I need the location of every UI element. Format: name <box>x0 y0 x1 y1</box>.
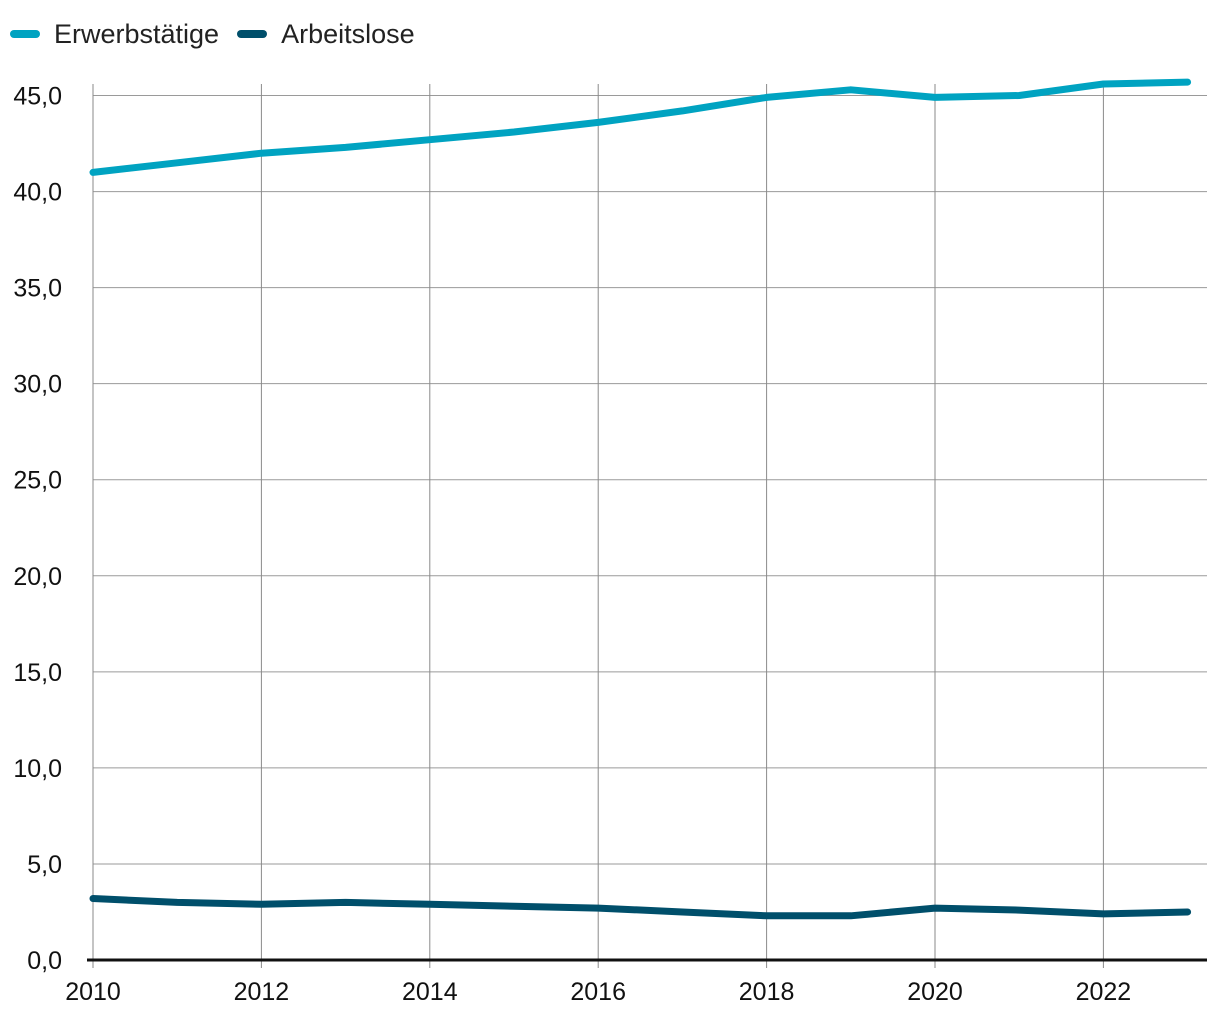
y-tick-label: 45,0 <box>13 83 62 111</box>
y-tick-label: 40,0 <box>13 179 62 207</box>
y-tick-label: 25,0 <box>13 467 62 495</box>
x-tick-label: 2016 <box>570 978 626 1006</box>
y-tick-label: 0,0 <box>27 947 62 975</box>
x-tick-label: 2018 <box>739 978 795 1006</box>
y-tick-label: 10,0 <box>13 755 62 783</box>
y-tick-label: 20,0 <box>13 563 62 591</box>
legend-label-arbeitslose: Arbeitslose <box>281 18 415 49</box>
legend-item-arbeitslose[interactable]: Arbeitslose <box>237 19 415 50</box>
series-line-erwerbstaetige <box>89 78 1192 176</box>
legend-item-erwerbstaetige[interactable]: Erwerbstätige <box>10 19 219 50</box>
legend: Erwerbstätige Arbeitslose <box>10 14 433 54</box>
x-tick-label: 2022 <box>1076 978 1132 1006</box>
y-tick-label: 35,0 <box>13 275 62 303</box>
y-tick-label: 5,0 <box>27 851 62 879</box>
y-tick-label: 30,0 <box>13 371 62 399</box>
x-tick-label: 2012 <box>234 978 290 1006</box>
x-tick-label: 2014 <box>402 978 458 1006</box>
series-line-arbeitslose <box>89 895 1192 920</box>
legend-swatch-erwerbstaetige <box>10 30 40 38</box>
legend-swatch-arbeitslose <box>237 30 268 38</box>
x-tick-label: 2020 <box>907 978 963 1006</box>
x-tick-label: 2010 <box>65 978 121 1006</box>
legend-label-erwerbstaetige: Erwerbstätige <box>54 18 220 49</box>
y-tick-label: 15,0 <box>13 659 62 687</box>
